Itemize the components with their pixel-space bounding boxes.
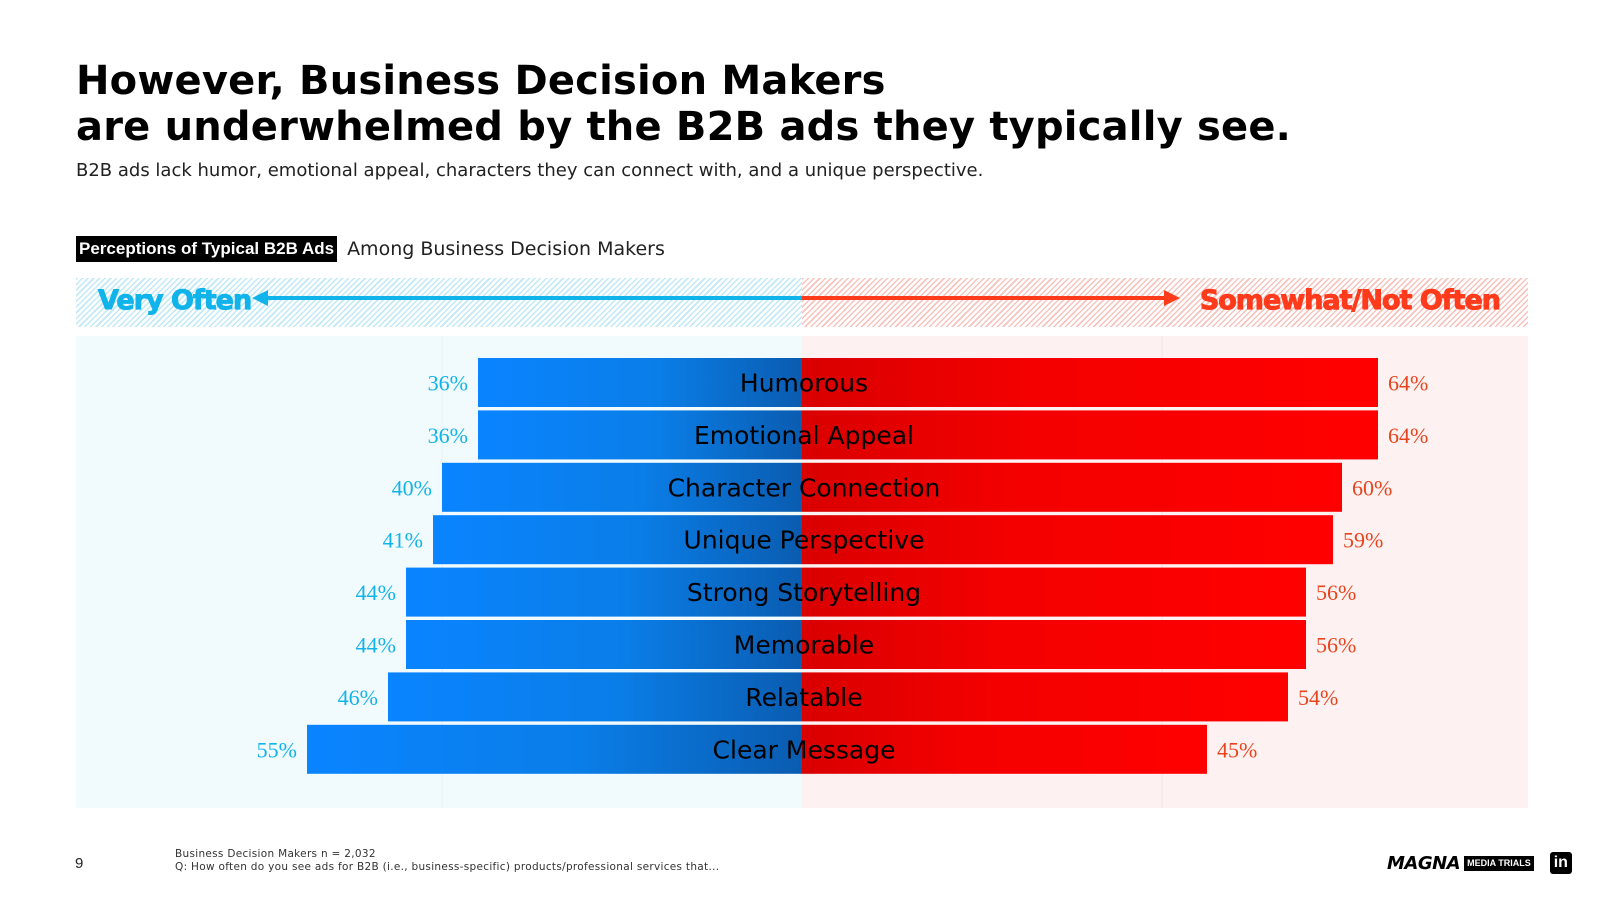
bar-very-often [406,567,802,617]
data-label-not-often: 56% [1316,580,1356,605]
data-label-very-often: 55% [257,737,297,762]
bar-very-often [478,410,802,460]
data-label-very-often: 44% [356,580,396,605]
data-label-very-often: 36% [428,423,468,448]
data-label-not-often: 59% [1343,528,1383,553]
logo-group: MAGNA MEDIA TRIALS in [1387,852,1572,874]
bar-not-often [802,410,1378,460]
category-label: Memorable [734,631,874,660]
bar-not-often [802,724,1207,774]
bar-not-often [802,515,1333,565]
bar-not-often [802,620,1306,669]
category-label: Character Connection [668,473,941,502]
slide-subtitle: B2B ads lack humor, emotional appeal, ch… [76,160,984,181]
data-label-not-often: 54% [1298,685,1338,710]
category-label: Emotional Appeal [694,421,914,450]
bar-very-often [307,724,802,774]
footnotes: Business Decision Makers n = 2,032 Q: Ho… [175,848,719,874]
bar-not-often [802,567,1306,617]
chart-label-tag: Perceptions of Typical B2B Ads [76,236,338,262]
bar-not-often [802,358,1378,407]
arrow-left-head-icon [252,290,268,306]
bar-not-often [802,462,1342,512]
bar-very-often [433,515,802,565]
legend-banner: Very Often Somewhat/Not Often [76,278,1528,327]
category-label: Strong Storytelling [687,578,921,607]
chart-sublabel: Among Business Decision Makers [347,238,665,260]
page-number: 9 [75,855,84,872]
arrow-right-head-icon [1164,290,1180,306]
linkedin-icon: in [1549,852,1572,874]
category-label: Humorous [740,369,868,398]
bar-very-often [442,462,802,512]
legend-very-often: Very Often [97,285,252,317]
category-label: Clear Message [713,735,896,764]
data-label-very-often: 36% [428,371,468,396]
legend-not-often: Somewhat/Not Often [1199,285,1501,317]
bar-very-often [406,620,802,669]
footnote-question: Q: How often do you see ads for B2B (i.e… [175,861,720,873]
data-label-not-often: 45% [1217,737,1257,762]
category-label: Unique Perspective [684,526,925,555]
slide-title-line-2: are underwhelmed by the B2B ads they typ… [76,104,1292,150]
legend-arrows [252,290,1180,306]
slide-title-line-1: However, Business Decision Makers [76,58,886,104]
bar-very-often [388,672,802,722]
data-label-very-often: 40% [392,475,432,500]
chart-label-row: Perceptions of Typical B2B Ads Among Bus… [76,236,665,262]
data-label-not-often: 64% [1388,423,1428,448]
category-label: Relatable [745,683,862,712]
data-label-very-often: 44% [356,633,396,658]
data-label-very-often: 41% [383,528,423,553]
data-label-very-often: 46% [338,685,378,710]
data-label-not-often: 56% [1316,633,1356,658]
data-label-not-often: 60% [1352,475,1392,500]
slide-title: However, Business Decision Makers are un… [76,58,1291,150]
magna-logo: MAGNA [1387,852,1461,874]
legend-banner-left [76,278,802,327]
footnote-sample: Business Decision Makers n = 2,032 [175,848,376,860]
data-label-not-often: 64% [1388,371,1428,396]
media-trials-logo: MEDIA TRIALS [1464,855,1534,871]
bar-not-often [802,672,1288,722]
bar-very-often [478,358,802,407]
